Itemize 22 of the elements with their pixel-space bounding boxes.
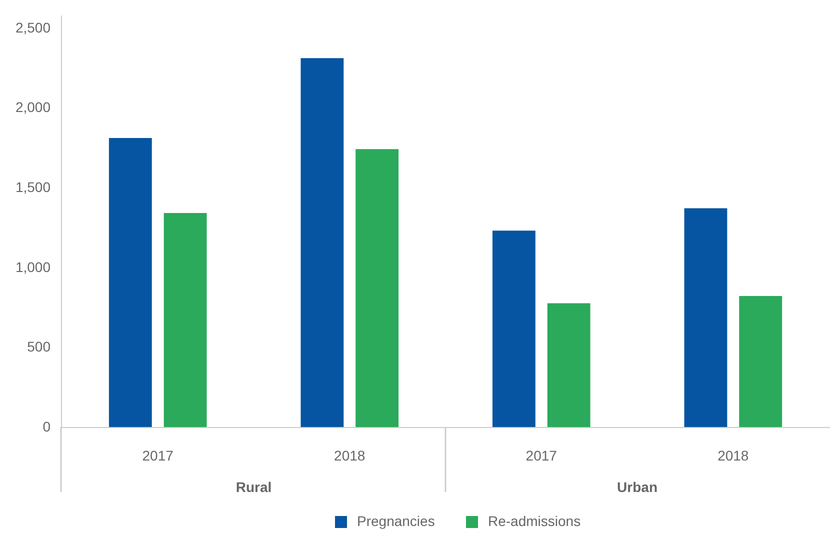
text: Rural (236, 479, 272, 495)
y-tick-label: 1,500 (15, 178, 51, 195)
bar (492, 230, 536, 427)
text: Urban (617, 479, 658, 495)
bar (108, 138, 152, 427)
x-tick-label: 2018 (718, 448, 749, 464)
x-tick-label: 2017 (142, 448, 174, 464)
bar (547, 303, 590, 427)
y-tick-label: 2,500 (15, 19, 51, 36)
x-tick-label: 2017 (526, 448, 558, 464)
y-tick-label: 500 (27, 338, 51, 355)
legend-label: Re-admissions (488, 513, 581, 529)
bar (684, 208, 728, 427)
y-tick-label: 2,000 (15, 99, 51, 116)
legend-label: Pregnancies (357, 513, 435, 529)
bar (739, 296, 782, 427)
bar (356, 149, 399, 427)
bar (164, 213, 207, 427)
bar (300, 58, 344, 427)
y-tick-label: 1,000 (15, 258, 51, 275)
x-tick-label: 2018 (334, 448, 366, 464)
y-tick-label: 0 (42, 418, 51, 434)
